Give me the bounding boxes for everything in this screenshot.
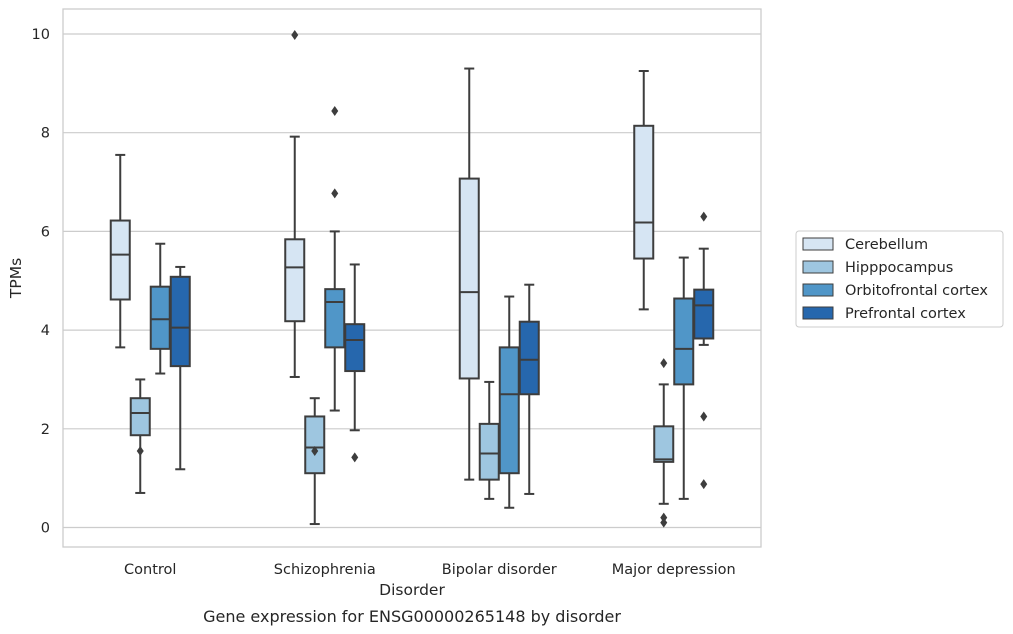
outlier-point — [311, 446, 319, 457]
x-tick-label: Bipolar disorder — [442, 562, 557, 578]
outlier-point — [660, 517, 668, 528]
box-iqr — [518, 320, 540, 396]
box-iqr — [344, 323, 366, 373]
outlier-point — [331, 105, 339, 116]
box-iqr — [149, 285, 171, 350]
box-iqr — [478, 422, 500, 481]
outlier-point — [291, 29, 299, 40]
box-iqr — [498, 346, 520, 475]
y-tick-label: 4 — [41, 323, 50, 339]
outlier-point — [331, 188, 339, 199]
y-tick-label: 8 — [41, 126, 50, 142]
outlier-point — [351, 452, 359, 463]
box-iqr — [653, 425, 675, 463]
y-tick-label: 6 — [41, 224, 50, 240]
legend-label: Orbitofrontal cortex — [845, 283, 988, 299]
box-2-3 — [673, 256, 695, 500]
outlier-point — [700, 479, 708, 490]
y-tick-labels: 0 2 4 6 8 10 — [32, 27, 50, 537]
x-tick-label: Schizophrenia — [274, 562, 376, 578]
boxes — [109, 29, 715, 528]
legend: Cerebellum Hipppocampus Orbitofrontal cort… — [795, 230, 1004, 328]
legend-label: Cerebellum — [845, 237, 928, 253]
y-tick-label: 0 — [41, 521, 50, 537]
box-0-2 — [458, 67, 480, 481]
box-iqr — [304, 415, 326, 475]
box-iqr — [109, 219, 131, 301]
legend-label: Hipppocampus — [845, 260, 953, 276]
box-3-1 — [344, 263, 366, 463]
legend-frame — [795, 230, 1004, 328]
figure-caption: Gene expression for ENSG00000265148 by d… — [203, 607, 621, 626]
legend-swatch — [802, 283, 834, 297]
legend-items: Cerebellum Hipppocampus Orbitofrontal cort… — [802, 237, 988, 322]
x-tick-label: Control — [124, 562, 176, 578]
legend-label: Prefrontal cortex — [845, 306, 966, 322]
outlier-point — [700, 211, 708, 222]
box-1-3 — [653, 358, 675, 528]
box-iqr — [324, 288, 346, 349]
outlier-point — [660, 358, 668, 369]
legend-swatch — [802, 237, 834, 251]
box-iqr — [693, 288, 715, 340]
outlier-point — [700, 411, 708, 422]
y-tick-label: 2 — [41, 422, 50, 438]
y-tick-label: 10 — [32, 27, 50, 43]
box-iqr — [169, 275, 191, 368]
box-0-0 — [109, 153, 131, 349]
box-3-0 — [169, 265, 191, 471]
outlier-point — [136, 446, 144, 457]
box-1-1 — [304, 397, 326, 526]
box-1-2 — [478, 380, 500, 500]
box-iqr — [633, 124, 655, 260]
box-0-1 — [284, 29, 306, 378]
x-tick-label: Major depression — [612, 562, 736, 578]
box-iqr — [129, 397, 151, 437]
y-axis-label: TPMs — [7, 258, 25, 299]
box-2-1 — [324, 105, 346, 412]
box-iqr — [673, 297, 695, 386]
legend-swatch — [802, 306, 834, 320]
legend-swatch — [802, 260, 834, 274]
box-iqr — [458, 177, 480, 380]
x-tick-labels: Control Schizophrenia Bipolar disorder Majo… — [124, 562, 736, 578]
box-3-2 — [518, 283, 540, 495]
box-3-3 — [693, 211, 715, 490]
x-axis-label: Disorder — [379, 581, 445, 599]
box-0-3 — [633, 70, 655, 311]
box-2-0 — [149, 242, 171, 375]
plot-frame — [62, 8, 762, 548]
box-iqr — [284, 238, 306, 323]
box-2-2 — [498, 295, 520, 509]
box-1-0 — [129, 378, 151, 494]
